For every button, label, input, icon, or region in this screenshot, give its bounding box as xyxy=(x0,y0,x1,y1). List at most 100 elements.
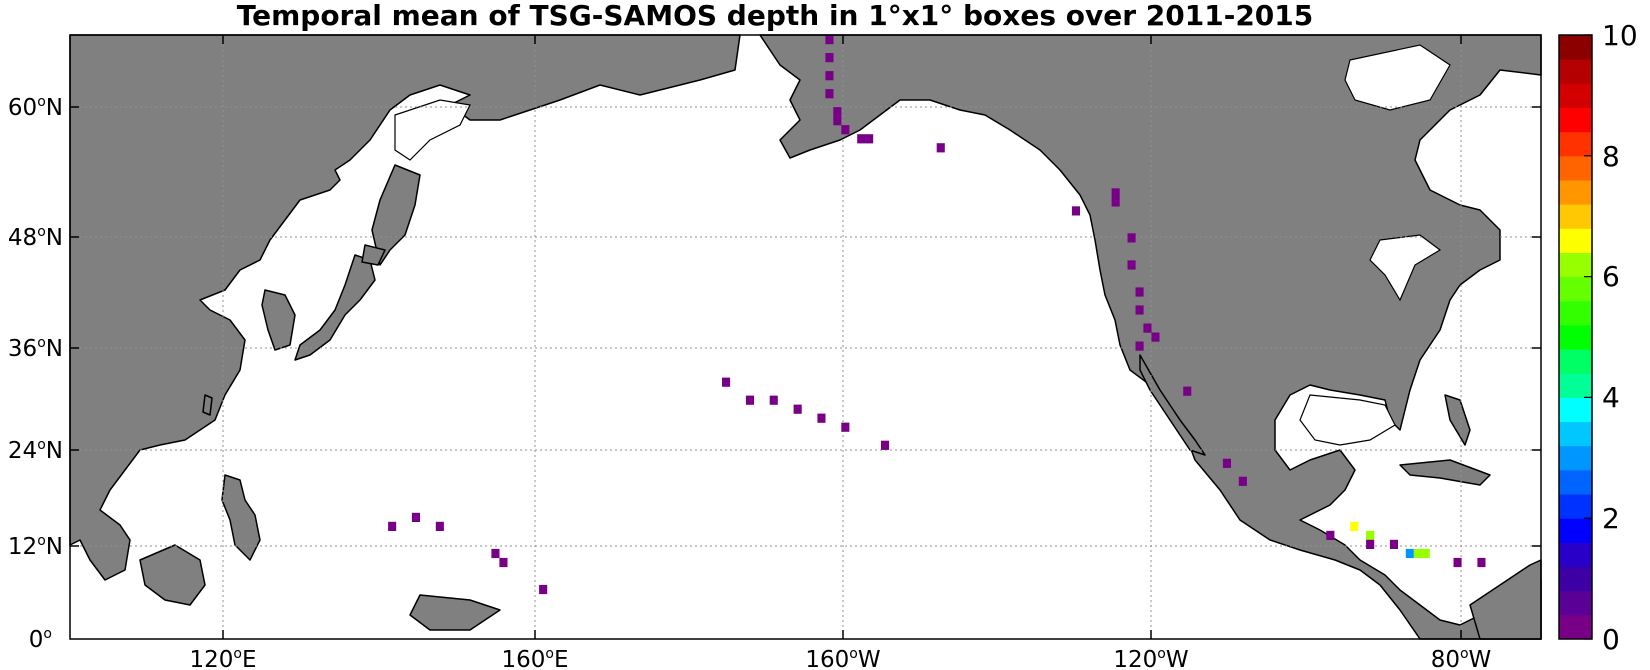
data-cell xyxy=(539,584,548,595)
land-florida xyxy=(1444,394,1471,446)
gulf-of-mexico xyxy=(1299,394,1396,446)
land-kamchatka xyxy=(371,164,421,266)
land-philippines xyxy=(221,474,261,561)
data-cell xyxy=(1389,539,1398,549)
colorbar-swatch xyxy=(1559,590,1592,616)
data-cell xyxy=(411,512,420,522)
colorbar-swatch xyxy=(1559,324,1592,350)
land-borneo xyxy=(139,544,206,606)
colorbar-swatch xyxy=(1559,518,1592,543)
colorbar-swatch xyxy=(1559,59,1592,84)
x-tick-label: 160oW xyxy=(805,646,880,670)
colorbar-swatch xyxy=(1559,131,1592,157)
data-cell xyxy=(1421,548,1430,559)
colorbar-swatch xyxy=(1559,397,1592,423)
colorbar-swatch xyxy=(1559,35,1592,60)
y-tick-label: 12oN xyxy=(8,533,63,560)
colorbar-swatch xyxy=(1559,83,1592,108)
map-title: Temporal mean of TSG-SAMOS depth in 1°x1… xyxy=(236,0,1314,32)
data-cell xyxy=(825,53,834,63)
data-cell xyxy=(1366,539,1375,549)
sea-of-okhotsk xyxy=(394,99,471,161)
colorbar-swatch xyxy=(1559,566,1592,592)
data-cell xyxy=(499,557,508,568)
data-cell xyxy=(769,395,778,405)
data-cell xyxy=(817,413,826,423)
data-cell xyxy=(1326,530,1335,540)
land-korea xyxy=(261,289,296,351)
colorbar-swatch xyxy=(1559,228,1592,253)
colorbar-swatch xyxy=(1559,445,1592,471)
colorbar-swatch xyxy=(1559,204,1592,229)
colorbar-label: 6 xyxy=(1602,260,1620,293)
y-tick-label: 36oN xyxy=(8,335,63,362)
colorbar-frame xyxy=(1558,34,1593,640)
data-cell xyxy=(825,35,834,45)
data-cell xyxy=(1111,197,1120,207)
data-cell xyxy=(1413,548,1422,559)
colorbar-swatch xyxy=(1559,469,1592,495)
data-cell xyxy=(1127,233,1136,243)
colorbar-swatches xyxy=(1559,35,1592,640)
data-cell xyxy=(435,521,444,531)
data-cell xyxy=(1135,305,1144,315)
x-tick-label: 160oE xyxy=(501,646,568,670)
gridlines xyxy=(70,35,1541,639)
data-cell xyxy=(722,377,731,387)
colorbar-label: 8 xyxy=(1602,140,1620,173)
colorbar-swatch xyxy=(1559,542,1592,568)
colorbar-label: 10 xyxy=(1602,19,1638,52)
x-tick-label: 80oW xyxy=(1431,646,1492,670)
great-lakes xyxy=(1369,234,1442,302)
data-cells xyxy=(388,35,1486,595)
hudson-bay xyxy=(1344,44,1451,111)
data-cell xyxy=(936,143,945,153)
data-cell xyxy=(825,89,834,99)
data-cell xyxy=(865,134,874,144)
data-cell xyxy=(1477,557,1486,568)
colorbar-swatch xyxy=(1559,179,1592,205)
data-cell xyxy=(841,422,850,432)
colorbar-swatch xyxy=(1559,614,1592,640)
data-cell xyxy=(1151,332,1160,342)
data-cell xyxy=(1143,323,1152,333)
colorbar-swatch xyxy=(1559,421,1592,447)
data-cell xyxy=(1111,188,1120,198)
land-baja xyxy=(1139,354,1206,456)
data-cell xyxy=(825,71,834,81)
data-cell xyxy=(793,404,802,414)
colorbar-swatch xyxy=(1559,276,1592,302)
data-cell xyxy=(841,125,850,135)
plot-frame xyxy=(69,34,1542,640)
colorbar-label: 0 xyxy=(1602,623,1620,656)
colorbar-label: 2 xyxy=(1602,502,1620,535)
x-tick-labels: 120oE 160oE 160oW 120oW 80oW xyxy=(189,646,1491,670)
colorbar-label: 4 xyxy=(1602,381,1620,414)
colorbar: 10 8 6 4 2 0 xyxy=(1558,19,1638,656)
data-cell xyxy=(1405,548,1414,559)
y-tick-label: 60oN xyxy=(8,94,63,121)
data-cell xyxy=(1366,530,1375,540)
data-cell xyxy=(1135,287,1144,297)
data-cell xyxy=(1453,557,1462,568)
data-cell xyxy=(833,116,842,126)
y-tick-labels: 60oN 48oN 36oN 24oN 12oN 0o xyxy=(8,94,63,653)
land-taiwan xyxy=(202,394,213,416)
data-cell xyxy=(491,548,500,559)
colorbar-swatch xyxy=(1559,155,1592,181)
colorbar-swatch xyxy=(1559,494,1592,519)
data-cell xyxy=(1350,521,1359,531)
colorbar-swatch xyxy=(1559,252,1592,278)
land-japan xyxy=(294,254,376,361)
data-cell xyxy=(857,134,866,144)
data-cell xyxy=(1127,260,1136,270)
water-features xyxy=(394,44,1451,446)
data-cell xyxy=(1222,458,1231,468)
land-newguinea xyxy=(409,594,501,631)
data-cell xyxy=(745,395,754,405)
land-asia xyxy=(69,34,741,581)
x-tick-label: 120oW xyxy=(1113,646,1188,670)
y-tick-label: 48oN xyxy=(8,224,63,251)
data-cell xyxy=(1135,341,1144,351)
